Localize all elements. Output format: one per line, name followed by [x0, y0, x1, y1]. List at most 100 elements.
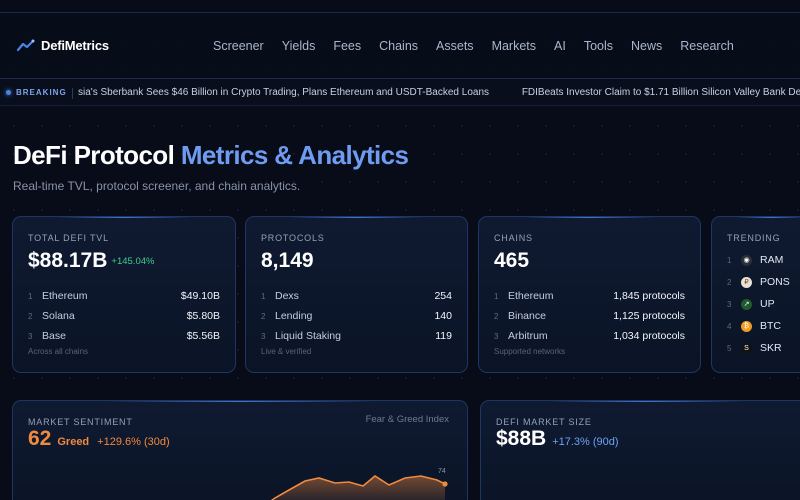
row-name: Binance	[508, 310, 546, 322]
protocols-value: 8,149	[261, 249, 314, 272]
nav-link-research[interactable]: Research	[680, 39, 734, 53]
ticker-divider	[72, 88, 73, 99]
market-size-sparkline	[481, 479, 800, 500]
logo-icon	[17, 39, 35, 51]
sentiment-value: 62	[28, 427, 52, 450]
bitcoin-icon: ₿	[741, 320, 752, 332]
card-footnote: Across all chains	[28, 347, 89, 356]
row-name: Lending	[275, 310, 313, 322]
sentiment-delta: +129.6% (30d)	[97, 436, 170, 448]
breaking-ticker: BREAKING sia's Sberbank Sees $46 Billion…	[0, 80, 800, 106]
ticker-track: sia's Sberbank Sees $46 Billion in Crypt…	[78, 87, 800, 98]
row-name: Dexs	[275, 290, 299, 302]
row-value: 1,034 protocols	[613, 330, 685, 342]
nav-link-assets[interactable]: Assets	[436, 39, 474, 53]
trending-item[interactable]: 5 S SKR	[727, 337, 800, 359]
breaking-label: BREAKING	[16, 88, 67, 97]
top-navbar: DefiMetrics Screener Yields Fees Chains …	[0, 12, 800, 79]
market-sentiment-card[interactable]: MARKET SENTIMENT Fear & Greed Index 62 G…	[12, 400, 468, 500]
chains-list: 1 Ethereum 1,845 protocols 2 Binance 1,125 p…	[494, 286, 685, 346]
list-item[interactable]: 3 Liquid Staking 119	[261, 326, 452, 346]
page-title-part1: DeFi Protocol	[13, 140, 175, 170]
card-footnote: Live & verified	[261, 347, 312, 356]
nav-link-news[interactable]: News	[631, 39, 663, 53]
ticker-headline[interactable]: sia's Sberbank Sees $46 Billion in Crypt…	[78, 87, 490, 98]
list-item[interactable]: 1 Ethereum $49.10B	[28, 286, 220, 306]
trending-item[interactable]: 1 ◉ RAM	[727, 249, 800, 271]
row-rank: 3	[28, 331, 33, 341]
token-name: UP	[760, 298, 775, 310]
row-name: Ethereum	[508, 290, 554, 302]
row-value: $5.80B	[186, 310, 220, 322]
card-title: CHAINS	[494, 233, 533, 243]
row-rank: 1	[261, 291, 266, 301]
row-name: Ethereum	[42, 290, 88, 302]
sentiment-score: 62 Greed +129.6% (30d)	[28, 427, 170, 451]
trending-item[interactable]: 3 ↗ UP	[727, 293, 800, 315]
protocols-list: 1 Dexs 254 2 Lending 140 3 Liquid Staking 119	[261, 286, 452, 346]
row-rank: 1	[494, 291, 499, 301]
nav-link-tools[interactable]: Tools	[583, 39, 614, 53]
logo-text: DefiMetrics	[41, 38, 109, 53]
row-name: Arbitrum	[508, 330, 548, 342]
sentiment-label: Greed	[57, 436, 90, 448]
breaking-badge: BREAKING	[6, 88, 67, 97]
row-rank: 3	[494, 331, 499, 341]
nav-link-ai[interactable]: AI	[554, 39, 566, 53]
nav-link-screener[interactable]: Screener	[213, 39, 264, 53]
page-title-part2: Metrics & Analytics	[180, 140, 409, 170]
list-item[interactable]: 2 Binance 1,125 protocols	[494, 306, 685, 326]
trending-list: 1 ◉ RAM 2 ₽ PONS 3 ↗ UP 4 ₿ BTC 5 S SKR	[727, 249, 800, 359]
list-item[interactable]: 2 Lending 140	[261, 306, 452, 326]
chains-value: 465	[494, 249, 530, 272]
row-name: Solana	[42, 310, 75, 322]
card-title: TOTAL DEFI TVL	[28, 233, 109, 243]
list-item[interactable]: 3 Arbitrum 1,034 protocols	[494, 326, 685, 346]
sentiment-area	[272, 476, 445, 500]
row-rank: 1	[727, 255, 732, 265]
sentiment-line	[270, 475, 446, 500]
row-value: 1,125 protocols	[613, 310, 685, 322]
list-item[interactable]: 1 Ethereum 1,845 protocols	[494, 286, 685, 306]
list-item[interactable]: 3 Base $5.56B	[28, 326, 220, 346]
row-value: 1,845 protocols	[613, 290, 685, 302]
tvl-card[interactable]: TOTAL DEFI TVL $88.17B +145.04% 1 Ethereum…	[12, 216, 236, 373]
trending-item[interactable]: 2 ₽ PONS	[727, 271, 800, 293]
row-rank: 2	[261, 311, 266, 321]
card-title: TRENDING	[727, 233, 781, 243]
trending-item[interactable]: 4 ₿ BTC	[727, 315, 800, 337]
trending-card[interactable]: TRENDING 1 ◉ RAM 2 ₽ PONS 3 ↗ UP 4 ₿ BTC 5 S SKR	[711, 216, 800, 373]
row-rank: 3	[727, 299, 732, 309]
row-rank: 5	[727, 343, 732, 353]
ticker-headline[interactable]: FDIBeats Investor Claim to $1.71 Billion…	[521, 87, 800, 98]
tvl-list: 1 Ethereum $49.10B 2 Solana $5.80B 3 Base $5.5…	[28, 286, 220, 346]
token-ram-icon: ◉	[741, 254, 752, 266]
tvl-value: $88.17B +145.04%	[28, 249, 155, 272]
token-name: BTC	[760, 320, 781, 332]
list-item[interactable]: 1 Dexs 254	[261, 286, 452, 306]
row-value: 254	[434, 290, 452, 302]
card-title: DEFI MARKET SIZE	[496, 417, 592, 427]
chains-card[interactable]: CHAINS 465 1 Ethereum 1,845 protocols 2 Bin…	[478, 216, 701, 373]
market-size-value: $88B	[496, 427, 547, 450]
logo[interactable]: DefiMetrics	[17, 38, 109, 53]
row-rank: 2	[727, 277, 732, 287]
protocols-card[interactable]: PROTOCOLS 8,149 1 Dexs 254 2 Lending 140 3 Li…	[245, 216, 468, 373]
nav-link-markets[interactable]: Markets	[491, 39, 537, 53]
market-size-card[interactable]: DEFI MARKET SIZE $88B +17.3% (90d)	[480, 400, 800, 500]
market-size-score: $88B +17.3% (90d)	[496, 427, 619, 451]
nav-link-fees[interactable]: Fees	[333, 39, 362, 53]
nav-links: Screener Yields Fees Chains Assets Marke…	[213, 39, 752, 53]
nav-link-yields[interactable]: Yields	[281, 39, 316, 53]
live-dot-icon	[6, 90, 11, 95]
row-name: Liquid Staking	[275, 330, 341, 342]
token-name: RAM	[760, 254, 784, 266]
nav-link-chains[interactable]: Chains	[379, 39, 419, 53]
row-name: Base	[42, 330, 66, 342]
card-title: MARKET SENTIMENT	[28, 417, 133, 427]
row-rank: 1	[28, 291, 33, 301]
sentiment-sparkline: 74	[270, 468, 448, 500]
list-item[interactable]: 2 Solana $5.80B	[28, 306, 220, 326]
fear-greed-link[interactable]: Fear & Greed Index	[365, 414, 449, 425]
sentiment-last-point	[442, 481, 448, 487]
